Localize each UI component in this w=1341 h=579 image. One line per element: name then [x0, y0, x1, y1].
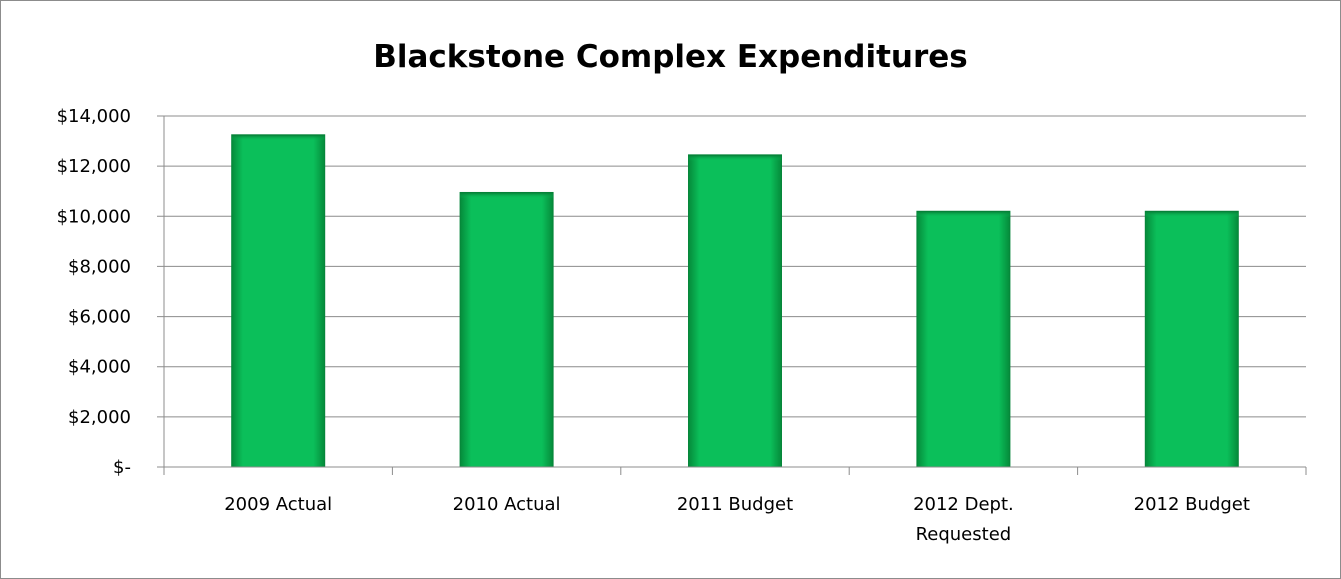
- bar-top-shade: [688, 154, 782, 161]
- y-tick-label: $2,000: [68, 407, 131, 428]
- x-category-label: Requested: [916, 524, 1012, 545]
- y-tick-label: $6,000: [68, 307, 131, 328]
- y-tick-label: $14,000: [57, 106, 131, 127]
- bar-body: [688, 154, 782, 468]
- x-category-label: 2011 Budget: [677, 494, 793, 515]
- bar-body: [1144, 210, 1239, 468]
- chart-title: Blackstone Complex Expenditures: [373, 39, 968, 75]
- y-tick-label: $12,000: [57, 156, 131, 177]
- y-tick-label: $4,000: [68, 357, 131, 378]
- bar-top-shade: [460, 192, 554, 199]
- x-category-label: 2010 Actual: [453, 494, 561, 515]
- bar: [916, 210, 1011, 468]
- y-tick-label: $8,000: [68, 256, 131, 277]
- bar: [688, 154, 782, 468]
- bar-top-shade: [1145, 211, 1239, 218]
- bar-body: [459, 191, 554, 468]
- y-tick-label: $-: [113, 457, 131, 478]
- x-category-label: 2012 Dept.: [913, 494, 1014, 515]
- bar-body: [916, 210, 1011, 468]
- y-tick-label: $10,000: [57, 206, 131, 227]
- bar-top-shade: [231, 134, 325, 141]
- bar: [1144, 210, 1239, 468]
- bar-body: [231, 134, 326, 468]
- bar-top-shade: [916, 211, 1010, 218]
- x-category-label: 2009 Actual: [224, 494, 332, 515]
- bar: [459, 191, 554, 468]
- x-category-label: 2012 Budget: [1134, 494, 1250, 515]
- bar: [231, 134, 326, 468]
